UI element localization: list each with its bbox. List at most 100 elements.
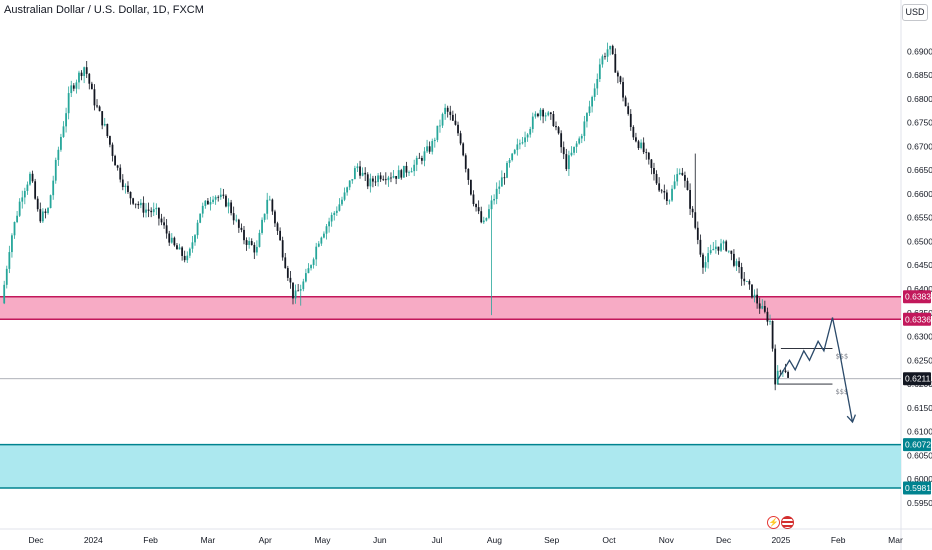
candle-body bbox=[65, 113, 67, 127]
us-flag-icon[interactable] bbox=[781, 516, 794, 529]
candle-body bbox=[155, 207, 158, 210]
candle-body bbox=[289, 277, 292, 283]
candle-body bbox=[62, 126, 65, 137]
projection-path bbox=[777, 317, 854, 423]
candle-body bbox=[281, 240, 284, 258]
candle-body bbox=[188, 248, 191, 256]
candle-body bbox=[286, 268, 289, 278]
candle-body bbox=[451, 114, 454, 121]
candle-body bbox=[408, 172, 410, 174]
candle-body bbox=[696, 227, 699, 240]
candle-body bbox=[743, 278, 746, 282]
candle-body bbox=[578, 138, 581, 144]
candle-body bbox=[109, 136, 111, 145]
candle-body bbox=[601, 56, 604, 65]
candle-body bbox=[85, 67, 88, 74]
candle-body bbox=[382, 179, 385, 181]
candle-body bbox=[372, 178, 374, 182]
candle-body bbox=[508, 160, 511, 163]
sell-zone-top-badge-label: 0.63838 bbox=[905, 292, 932, 302]
candle-body bbox=[632, 126, 635, 138]
candle-body bbox=[369, 178, 372, 187]
candle-body bbox=[346, 187, 349, 193]
candle-body bbox=[503, 177, 506, 179]
candle-body bbox=[312, 259, 315, 266]
candle-body bbox=[766, 311, 769, 322]
candle-body bbox=[774, 348, 777, 385]
time-tick-label: May bbox=[314, 535, 331, 545]
candle-body bbox=[163, 222, 165, 226]
candle-body bbox=[41, 211, 44, 222]
candle-body bbox=[472, 194, 475, 205]
candle-body bbox=[699, 239, 702, 255]
candle-body bbox=[57, 149, 60, 160]
candle-body bbox=[80, 72, 83, 77]
candle-body bbox=[428, 146, 431, 152]
candle-body bbox=[686, 180, 689, 190]
candle-body bbox=[307, 268, 310, 274]
candle-body bbox=[72, 85, 75, 89]
candle-body bbox=[274, 211, 276, 224]
lightning-icon[interactable]: ⚡ bbox=[767, 516, 780, 529]
candle-body bbox=[668, 200, 671, 202]
candle-body bbox=[490, 200, 493, 210]
candle-body bbox=[353, 168, 356, 180]
candle-body bbox=[390, 177, 392, 179]
candle-body bbox=[557, 127, 560, 134]
candle-body bbox=[214, 196, 217, 200]
candle-body bbox=[116, 165, 119, 168]
candle-body bbox=[333, 212, 336, 215]
time-axis[interactable]: Dec 2024 Feb Mar Apr May Jun Jul Aug Sep Oct Nov Dec… bbox=[28, 535, 903, 545]
candle-body bbox=[694, 212, 697, 228]
candle-body bbox=[415, 157, 418, 165]
candle-body bbox=[567, 155, 570, 170]
candle-body bbox=[255, 246, 258, 253]
candle-body bbox=[441, 114, 444, 126]
candle-body bbox=[325, 226, 328, 234]
candle-body bbox=[580, 135, 583, 139]
sell-zone-bottom-badge-label: 0.63363 bbox=[905, 314, 932, 324]
liquidity-label: $$$ bbox=[835, 352, 848, 360]
candle-body bbox=[500, 177, 503, 187]
candle-body bbox=[748, 281, 751, 285]
time-tick-label: Sep bbox=[544, 535, 559, 545]
candle-body bbox=[555, 126, 557, 128]
candle-body bbox=[678, 172, 681, 175]
candle-body bbox=[756, 294, 759, 304]
candle-body bbox=[740, 267, 743, 279]
candle-body bbox=[78, 72, 80, 83]
candle-body bbox=[330, 214, 333, 222]
candle-body bbox=[98, 106, 101, 112]
candle-body bbox=[225, 195, 227, 207]
candle-body bbox=[165, 225, 168, 234]
candle-body bbox=[727, 250, 730, 252]
candle-body bbox=[544, 115, 547, 117]
candle-body bbox=[459, 133, 462, 144]
candle-body bbox=[284, 257, 287, 269]
time-tick-label: 2025 bbox=[771, 535, 790, 545]
candle-body bbox=[207, 200, 209, 205]
candle-body bbox=[196, 222, 199, 236]
candle-body bbox=[176, 245, 178, 250]
time-tick-label: Mar bbox=[201, 535, 216, 545]
candle-body bbox=[769, 320, 771, 322]
candle-body bbox=[660, 190, 663, 192]
candle-body bbox=[168, 233, 171, 243]
currency-button[interactable]: USD bbox=[902, 4, 928, 21]
candle-body bbox=[565, 154, 568, 170]
candle-body bbox=[253, 244, 256, 253]
candle-body bbox=[586, 113, 588, 122]
candle-body bbox=[16, 215, 18, 223]
time-tick-label: Aug bbox=[487, 535, 502, 545]
candle-body bbox=[44, 211, 47, 214]
candle-body bbox=[137, 203, 140, 206]
candle-body bbox=[402, 165, 405, 178]
candle-body bbox=[573, 146, 575, 153]
